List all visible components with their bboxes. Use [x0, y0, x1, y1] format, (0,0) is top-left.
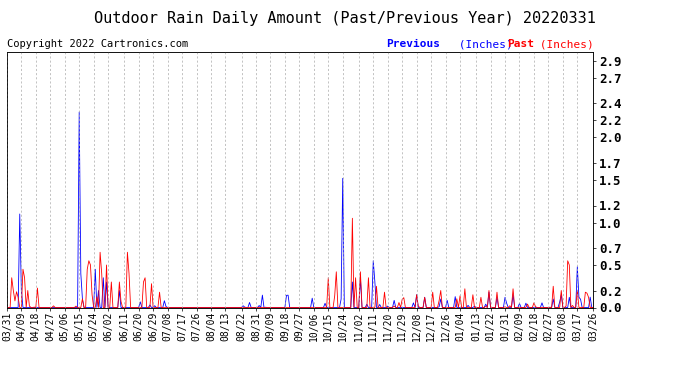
Text: (Inches): (Inches)	[533, 39, 593, 50]
Text: Previous: Previous	[386, 39, 440, 50]
Text: Outdoor Rain Daily Amount (Past/Previous Year) 20220331: Outdoor Rain Daily Amount (Past/Previous…	[94, 11, 596, 26]
Text: Past: Past	[507, 39, 534, 50]
Text: Copyright 2022 Cartronics.com: Copyright 2022 Cartronics.com	[7, 39, 188, 50]
Text: (Inches): (Inches)	[452, 39, 513, 50]
